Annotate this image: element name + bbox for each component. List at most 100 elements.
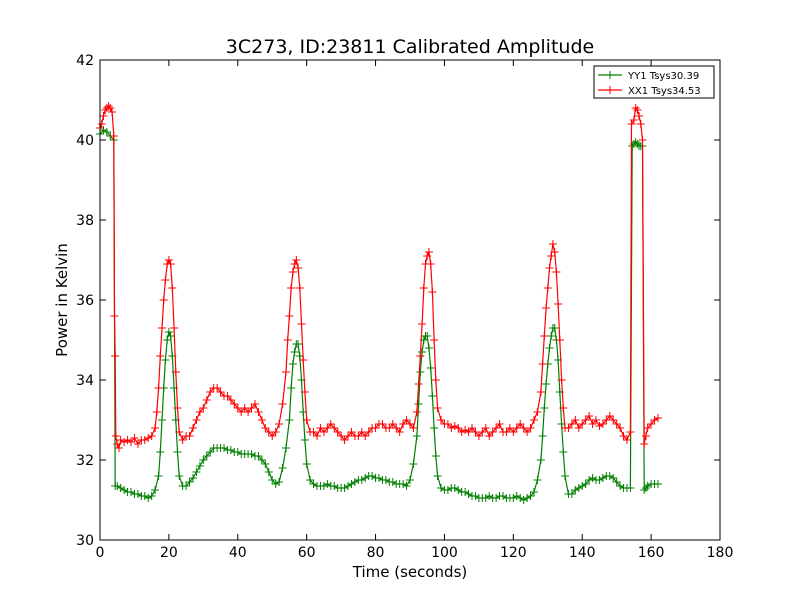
data-point [454,486,463,494]
data-point [588,474,597,482]
data-point [631,104,640,112]
data-point [488,428,497,436]
series-line [99,129,658,501]
data-point [173,404,182,412]
data-point [340,436,349,444]
data-point [254,408,263,416]
data-point [574,424,583,432]
data-point [454,424,463,432]
data-point [233,448,242,456]
data-point [244,408,253,416]
data-point [344,482,352,490]
y-tick-label: 42 [76,53,94,69]
data-point [159,296,168,304]
data-point [288,268,297,276]
data-point [533,408,542,416]
data-point [99,112,108,120]
data-point [199,456,208,464]
data-point [202,452,211,460]
data-point [102,128,111,136]
x-tick-label: 80 [367,545,385,561]
data-point [626,428,635,436]
data-point [300,388,309,396]
data-point [123,436,132,444]
data-point [526,492,535,500]
data-point [412,408,421,416]
data-point [578,420,587,428]
x-tick-label: 180 [707,545,734,561]
data-point [173,448,182,456]
data-point [251,400,259,408]
data-point [559,448,568,456]
data-point [302,460,311,468]
y-axis-label: Power in Kelvin [53,243,71,357]
data-point [423,332,432,340]
data-point [223,392,232,400]
data-point [127,488,135,496]
data-point [654,414,662,422]
data-point [140,492,149,500]
data-point [154,472,163,480]
data-point [319,482,328,490]
data-point [481,424,490,432]
data-point [168,284,177,292]
data-point [485,492,494,500]
data-point [633,106,642,114]
data-point [206,448,215,456]
data-point [571,416,580,424]
data-point [641,484,650,492]
data-point [485,432,494,440]
data-point [443,420,452,428]
data-point [323,480,332,488]
data-point [559,404,568,412]
data-point [199,404,208,412]
data-point [443,486,452,494]
data-point [120,486,129,494]
data-point [547,332,556,340]
data-point [375,474,383,482]
data-point [640,486,649,494]
data-point [254,452,263,460]
data-point [431,452,440,460]
data-point [240,404,249,412]
data-point [354,432,363,440]
data-point [523,428,532,436]
data-point [364,428,373,436]
data-point [450,484,459,492]
data-point [297,320,306,328]
data-point [478,428,487,436]
series-2 [96,102,662,452]
data-point [381,476,390,484]
data-point [323,424,332,432]
data-point [292,256,301,264]
data-point [628,142,637,150]
series-1 [96,126,662,504]
data-point [133,490,142,498]
data-point [144,494,153,502]
data-point [530,416,538,424]
data-point [261,460,270,468]
data-point [271,480,280,488]
data-point [414,380,423,388]
series-layer [96,102,662,504]
data-point [344,432,352,440]
data-point [512,492,521,500]
data-point [638,136,647,144]
data-point [275,420,284,428]
data-point [581,480,590,488]
data-point [641,432,650,440]
data-point [133,440,142,448]
plot-frame [99,59,721,541]
data-point [392,424,401,432]
data-point [368,472,377,480]
data-point [285,416,294,424]
data-point [347,480,356,488]
data-point [526,424,535,432]
data-point [461,426,470,434]
data-point [111,352,120,360]
data-point [561,472,569,480]
data-point [113,440,122,448]
data-point [261,424,270,432]
data-point [578,482,587,490]
x-axis-label: Time (seconds) [352,563,468,581]
